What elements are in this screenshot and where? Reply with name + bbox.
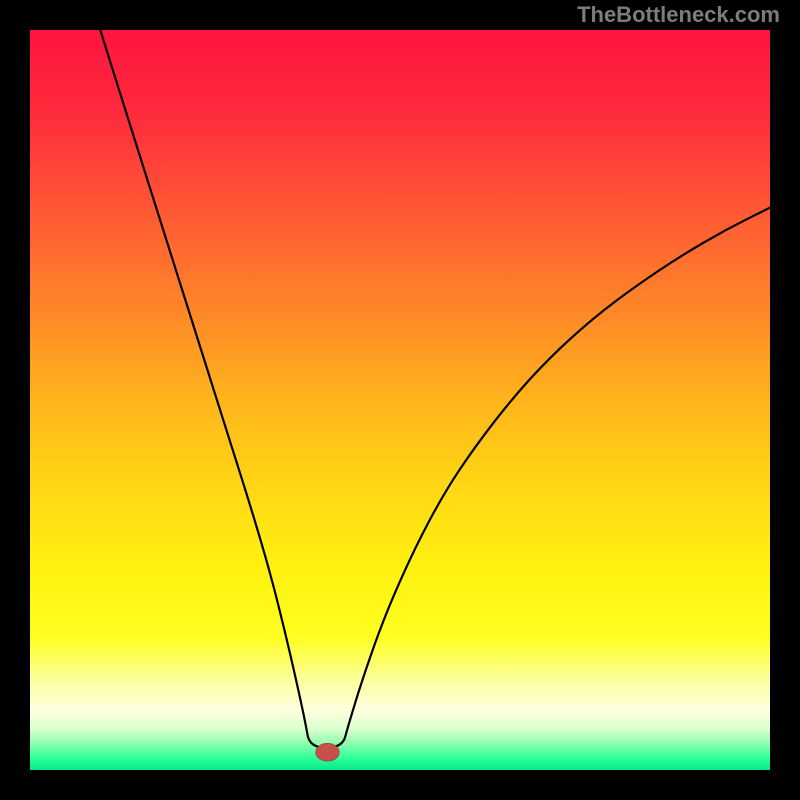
watermark-text: TheBottleneck.com	[577, 2, 780, 28]
notch-marker	[316, 743, 340, 761]
chart-container: TheBottleneck.com	[0, 0, 800, 800]
chart-svg	[0, 0, 800, 800]
plot-background	[30, 30, 770, 770]
